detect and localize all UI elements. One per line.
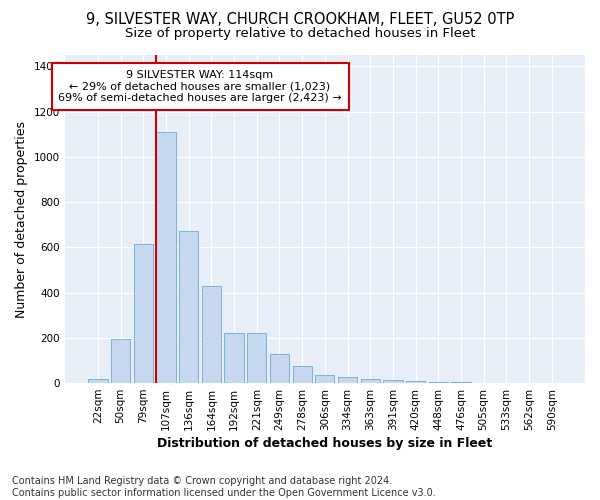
Bar: [270, 354, 289, 383]
Bar: [88, 378, 107, 383]
Bar: [111, 339, 130, 383]
Bar: [157, 132, 176, 383]
Bar: [451, 382, 470, 383]
Bar: [224, 334, 244, 383]
Bar: [202, 286, 221, 383]
Bar: [361, 379, 380, 383]
Bar: [383, 380, 403, 383]
Text: Contains HM Land Registry data © Crown copyright and database right 2024.
Contai: Contains HM Land Registry data © Crown c…: [12, 476, 436, 498]
Bar: [247, 334, 266, 383]
Text: 9, SILVESTER WAY, CHURCH CROOKHAM, FLEET, GU52 0TP: 9, SILVESTER WAY, CHURCH CROOKHAM, FLEET…: [86, 12, 514, 28]
Bar: [134, 244, 153, 383]
Text: Size of property relative to detached houses in Fleet: Size of property relative to detached ho…: [125, 28, 475, 40]
Text: 9 SILVESTER WAY: 114sqm
← 29% of detached houses are smaller (1,023)
69% of semi: 9 SILVESTER WAY: 114sqm ← 29% of detache…: [58, 70, 342, 103]
X-axis label: Distribution of detached houses by size in Fleet: Distribution of detached houses by size …: [157, 437, 493, 450]
Bar: [406, 382, 425, 383]
Bar: [428, 382, 448, 383]
Y-axis label: Number of detached properties: Number of detached properties: [15, 120, 28, 318]
Bar: [179, 232, 199, 383]
Bar: [315, 375, 334, 383]
Bar: [293, 366, 312, 383]
Bar: [338, 378, 357, 383]
